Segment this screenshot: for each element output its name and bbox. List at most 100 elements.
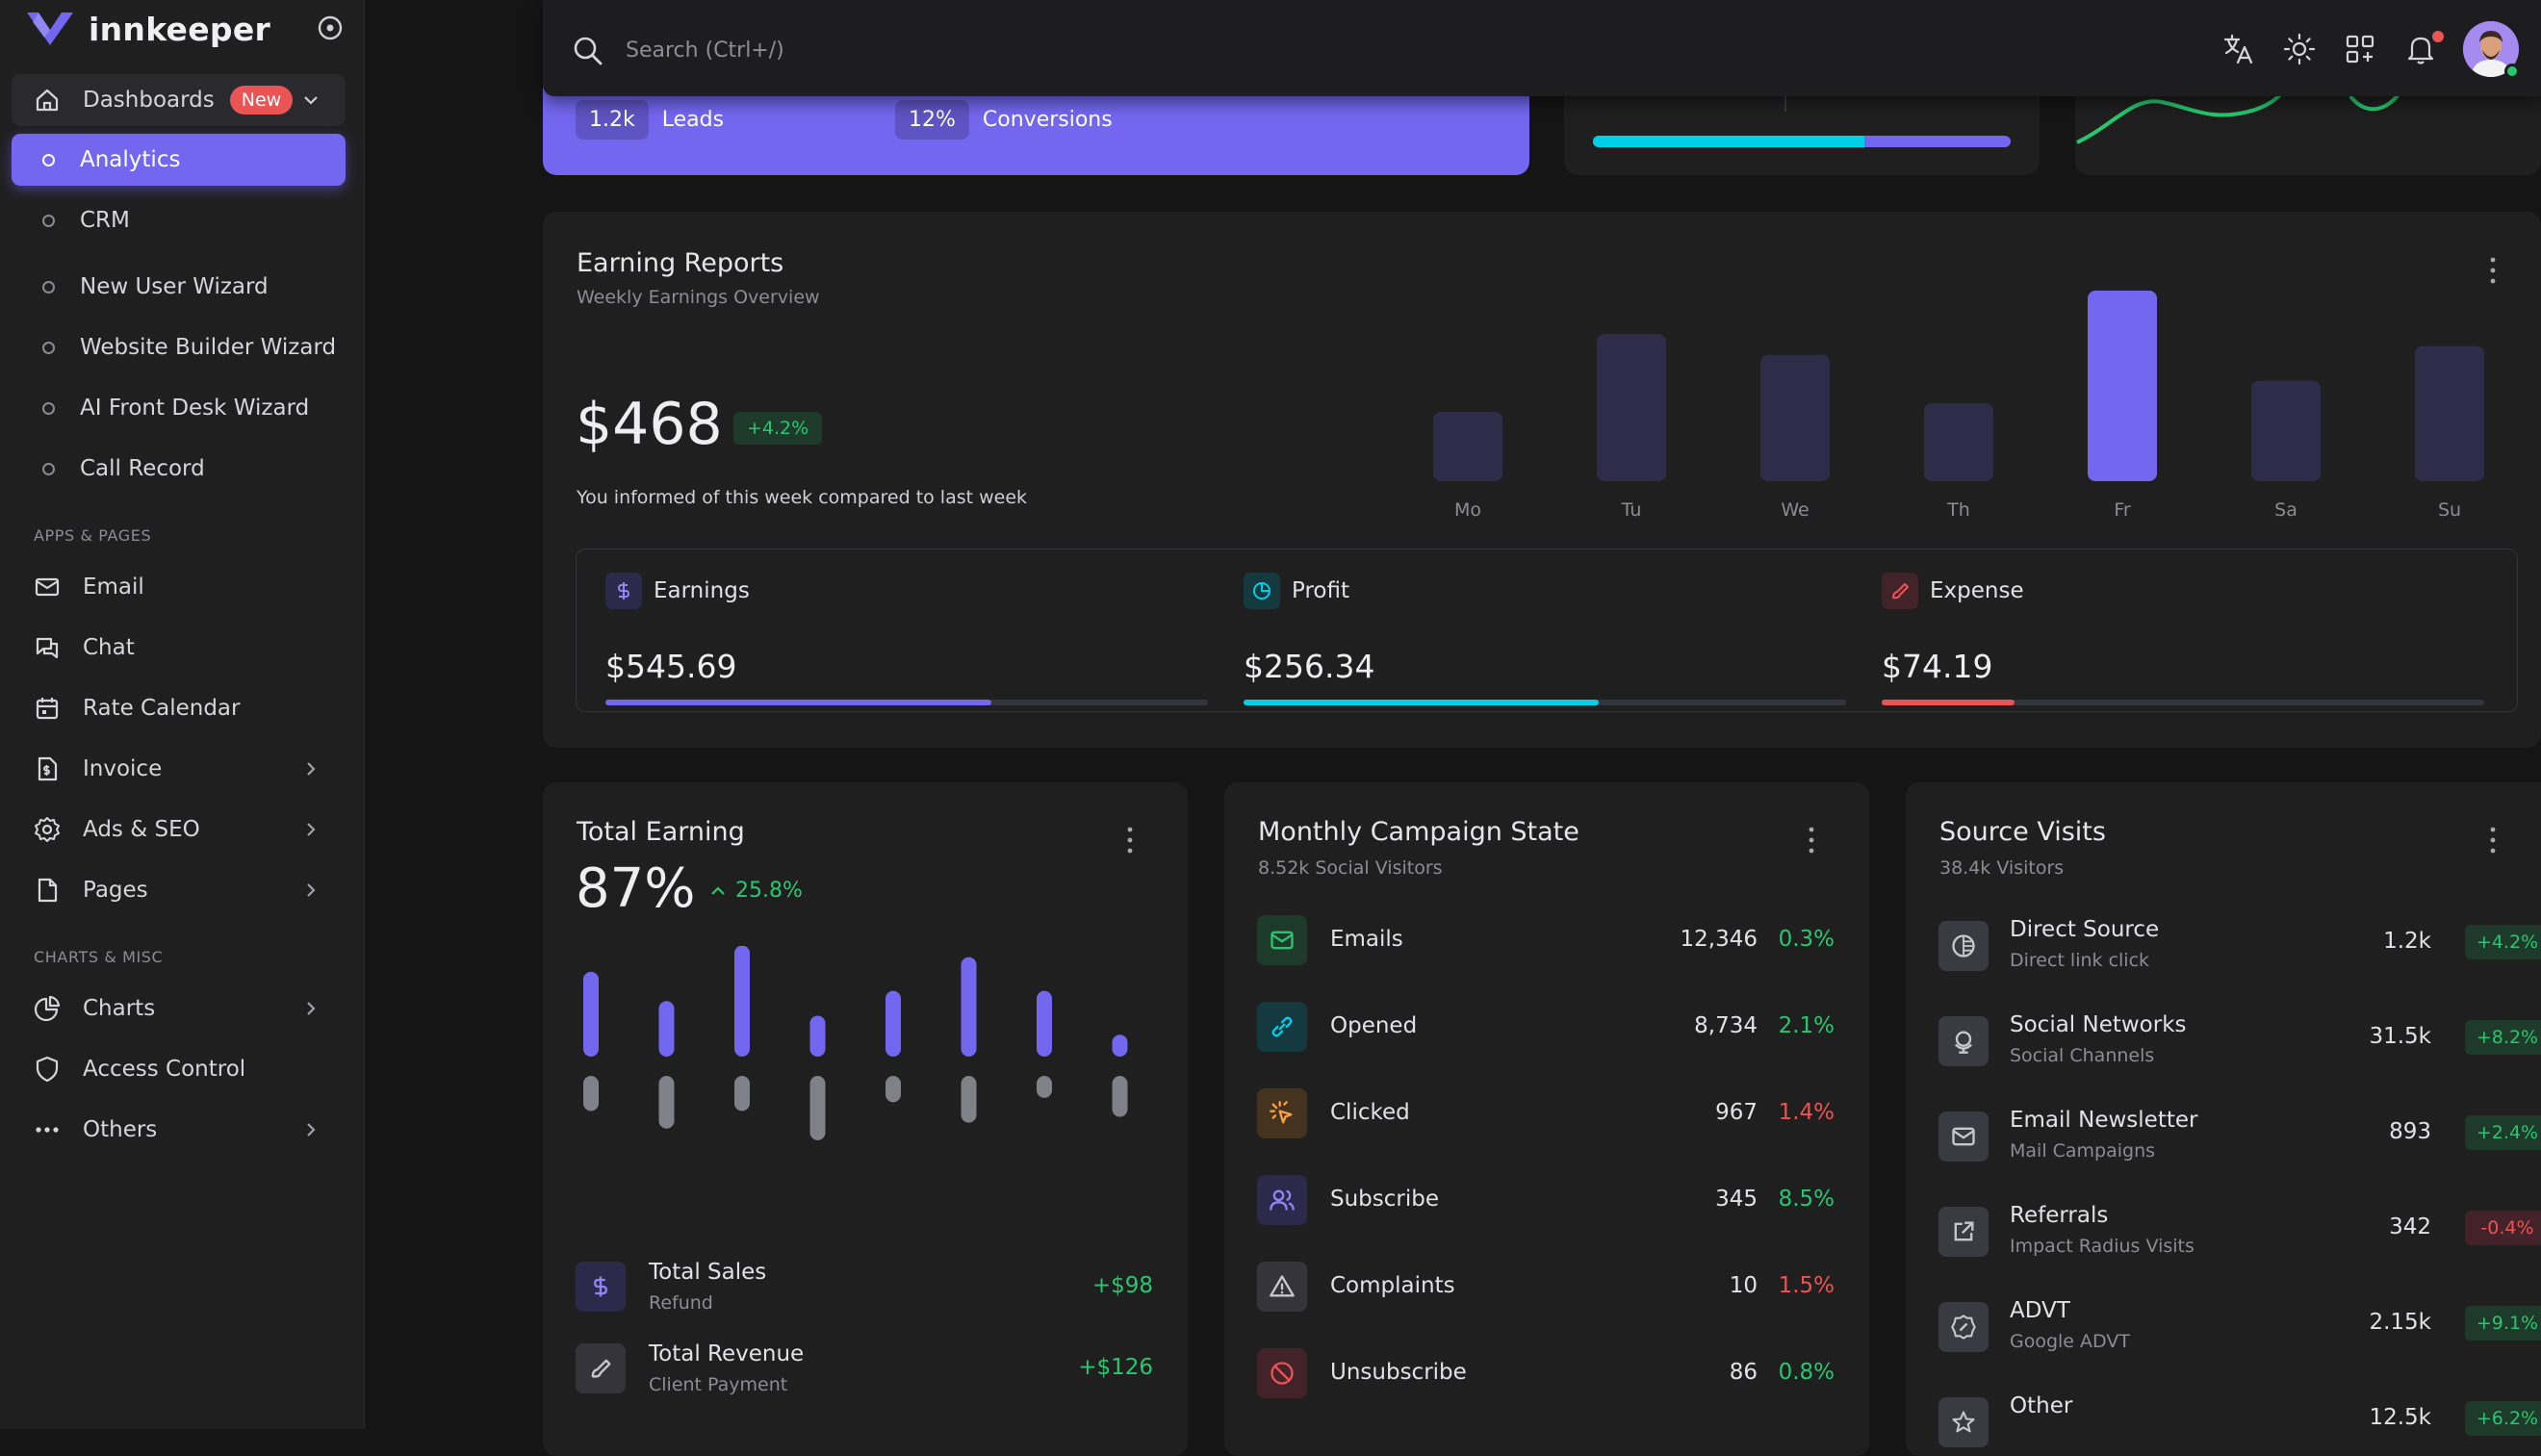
- row-title: Referrals: [2010, 1203, 2109, 1228]
- more-vertical-icon[interactable]: [2488, 826, 2498, 855]
- bar-tu: [1597, 334, 1666, 481]
- list-item[interactable]: ADVT Google ADVT 2.15k +9.1%: [1938, 1298, 2541, 1356]
- ban-icon: [1257, 1348, 1307, 1398]
- row-count: 10: [1729, 1273, 1758, 1298]
- sidebar-item-chat[interactable]: Chat: [12, 622, 346, 674]
- row-percent: 2.1%: [1778, 1013, 1835, 1038]
- section-label-apps: APPS & PAGES: [34, 526, 152, 545]
- row-count: 8,734: [1694, 1013, 1758, 1038]
- users-icon: [1257, 1175, 1307, 1225]
- row-title: Clicked: [1330, 1100, 1410, 1125]
- search-input[interactable]: [624, 29, 1297, 71]
- list-item[interactable]: Unsubscribe 86 0.8%: [1257, 1344, 1835, 1402]
- bar-positive: [583, 971, 599, 1057]
- bar-positive: [1037, 990, 1052, 1057]
- sidebar-item-website-builder-wizard[interactable]: Website Builder Wizard: [12, 321, 346, 373]
- more-vertical-icon[interactable]: [2488, 256, 2498, 285]
- row-title: Unsubscribe: [1330, 1360, 1467, 1385]
- expense-metric: Expense $74.19: [1882, 573, 2484, 705]
- row-count: 31.5k: [2369, 1024, 2431, 1049]
- row-count: 12.5k: [2369, 1405, 2431, 1430]
- sidebar-item-label: Call Record: [80, 456, 205, 481]
- sidebar-item-label: Rate Calendar: [83, 696, 241, 721]
- search-icon[interactable]: [572, 35, 604, 67]
- apps-grid-icon[interactable]: [2342, 31, 2378, 67]
- row-subtitle: Impact Radius Visits: [2010, 1236, 2194, 1257]
- row-percent-badge: +4.2%: [2465, 925, 2541, 959]
- sidebar-item-ads-seo[interactable]: Ads & SEO: [12, 804, 346, 856]
- earning-change-badge: +4.2%: [733, 412, 823, 445]
- row-title: ADVT: [2010, 1298, 2070, 1323]
- row-percent: 8.5%: [1778, 1187, 1835, 1212]
- row-count: 893: [2389, 1119, 2431, 1144]
- row-percent: 0.3%: [1778, 927, 1835, 952]
- chevron-right-icon: [307, 1002, 316, 1015]
- row-subtitle: Google ADVT: [2010, 1331, 2130, 1352]
- list-item[interactable]: Social Networks Social Channels 31.5k +8…: [1938, 1012, 2541, 1070]
- sidebar-item-dashboards[interactable]: Dashboards New: [12, 74, 346, 126]
- more-vertical-icon[interactable]: [1125, 826, 1135, 855]
- sidebar-item-email[interactable]: Email: [12, 561, 346, 613]
- sidebar-item-label: CRM: [80, 208, 130, 233]
- mail-icon: [1938, 1111, 1989, 1162]
- list-item[interactable]: Emails 12,346 0.3%: [1257, 911, 1835, 969]
- metric-value: $545.69: [605, 648, 737, 685]
- tick-label: Fr: [2114, 499, 2131, 521]
- sidebar-item-rate-calendar[interactable]: Rate Calendar: [12, 682, 346, 734]
- metric-progress-fill: [605, 700, 991, 705]
- bullet-icon: [42, 341, 55, 354]
- list-item[interactable]: Referrals Impact Radius Visits 342 -0.4%: [1938, 1203, 2541, 1261]
- bullet-icon: [42, 401, 55, 415]
- row-title: Total Revenue: [649, 1341, 805, 1367]
- sidebar-item-ai-front-desk-wizard[interactable]: AI Front Desk Wizard: [12, 382, 346, 434]
- sidebar-pin-icon[interactable]: [316, 13, 345, 42]
- metric-progress-track: [1882, 700, 2484, 705]
- conversions-stat: 12% Conversions: [895, 100, 1113, 140]
- list-item[interactable]: Other 12.5k +6.2%: [1938, 1393, 2541, 1451]
- sidebar-item-call-record[interactable]: Call Record: [12, 443, 346, 495]
- bar-negative: [1037, 1076, 1052, 1098]
- row-value: +$126: [1078, 1355, 1153, 1380]
- row-percent: 0.8%: [1778, 1360, 1835, 1385]
- bar-th: [1924, 403, 1993, 481]
- notification-dot: [2432, 31, 2444, 42]
- list-item[interactable]: Email Newsletter Mail Campaigns 893 +2.4…: [1938, 1108, 2541, 1165]
- chevron-right-icon: [307, 1123, 316, 1137]
- bar-negative: [734, 1076, 750, 1111]
- logo-icon: [27, 13, 73, 45]
- brand[interactable]: innkeeper: [25, 8, 270, 50]
- mail-icon: [35, 577, 60, 597]
- list-item[interactable]: Opened 8,734 2.1%: [1257, 998, 1835, 1056]
- tick-label: Su: [2438, 499, 2461, 521]
- bar-we: [1760, 354, 1830, 481]
- chart-pie-icon: [34, 995, 61, 1022]
- list-item[interactable]: Subscribe 345 8.5%: [1257, 1171, 1835, 1229]
- sidebar-item-new-user-wizard[interactable]: New User Wizard: [12, 261, 346, 313]
- more-vertical-icon[interactable]: [1807, 826, 1816, 855]
- sidebar-item-label: Chat: [83, 635, 135, 660]
- row-title: Email Newsletter: [2010, 1108, 2198, 1133]
- translate-icon[interactable]: [2220, 31, 2257, 67]
- sidebar-item-crm[interactable]: CRM: [12, 194, 346, 246]
- sun-icon[interactable]: [2281, 31, 2318, 67]
- chevron-down-icon: [304, 96, 318, 105]
- home-icon: [36, 89, 59, 112]
- star-icon: [1938, 1397, 1989, 1447]
- bar-positive: [658, 1001, 675, 1057]
- list-item[interactable]: Complaints 10 1.5%: [1257, 1258, 1835, 1316]
- sidebar-item-label: Access Control: [83, 1057, 246, 1082]
- bell-icon[interactable]: [2402, 31, 2439, 67]
- list-item[interactable]: Clicked 967 1.4%: [1257, 1085, 1835, 1142]
- sidebar-item-analytics[interactable]: Analytics: [12, 134, 346, 186]
- file-icon: [38, 878, 58, 903]
- sidebar-item-invoice[interactable]: Invoice: [12, 743, 346, 795]
- sidebar-item-charts[interactable]: Charts: [12, 983, 346, 1035]
- sidebar-item-others[interactable]: Others: [12, 1104, 346, 1156]
- mail-icon: [1257, 915, 1307, 965]
- row-title: Opened: [1330, 1013, 1418, 1038]
- conversions-label: Conversions: [982, 108, 1113, 132]
- sidebar-item-access-control[interactable]: Access Control: [12, 1043, 346, 1095]
- list-item[interactable]: Direct Source Direct link click 1.2k +4.…: [1938, 917, 2541, 975]
- sidebar-item-pages[interactable]: Pages: [12, 864, 346, 916]
- bar-sa: [2251, 380, 2321, 481]
